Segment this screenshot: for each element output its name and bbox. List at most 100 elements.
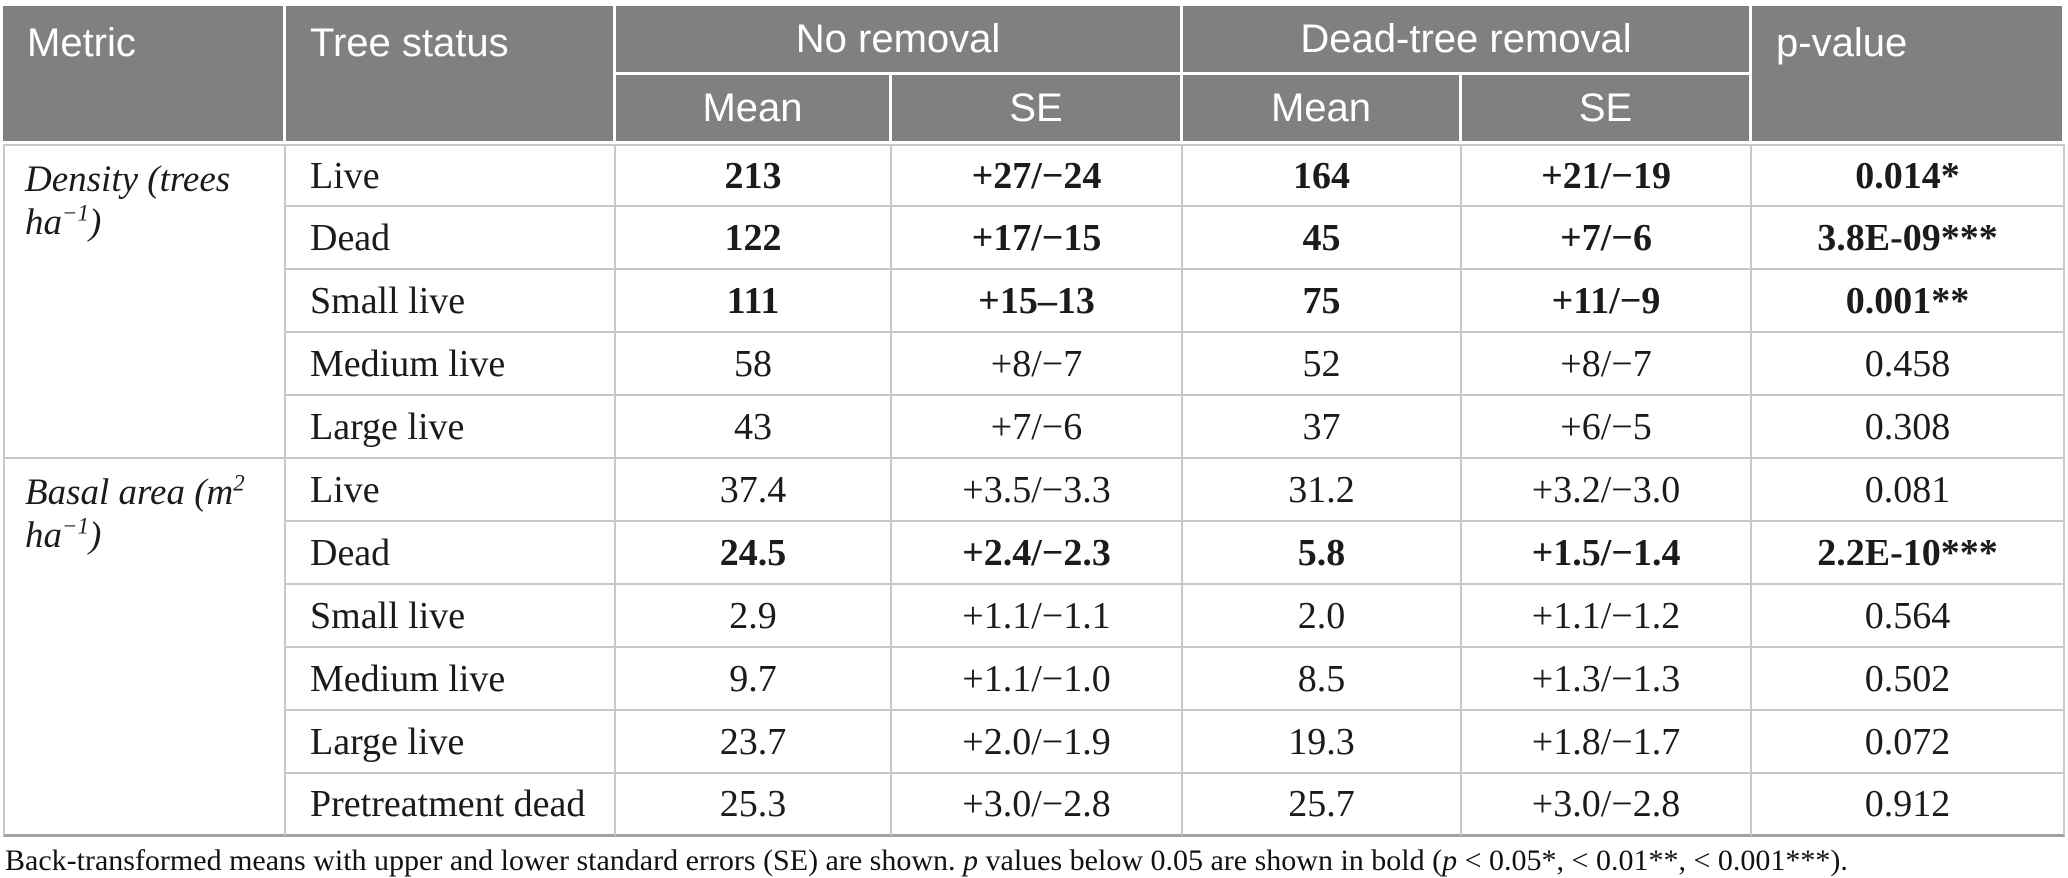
no-removal-mean-cell: 213: [616, 144, 892, 207]
dead-tree-removal-se-cell: +11/−9: [1462, 270, 1753, 333]
footnote-text: Back-transformed means with upper and lo…: [5, 844, 964, 877]
dead-tree-removal-mean-cell: 31.2: [1183, 459, 1463, 522]
table-row: Medium live 9.7 +1.1/−1.0 8.5 +1.3/−1.3 …: [3, 648, 2066, 711]
table-row: Dead 24.5 +2.4/−2.3 5.8 +1.5/−1.4 2.2E-1…: [3, 522, 2066, 585]
col-subheader-no-removal-mean: Mean: [616, 75, 892, 144]
footnote-italic-p: p: [963, 844, 979, 877]
dead-tree-removal-mean-cell: 37: [1183, 396, 1463, 459]
metric-cell-basal-area: Basal area (m2 ha−1): [3, 459, 286, 837]
dead-tree-removal-mean-cell: 75: [1183, 270, 1463, 333]
metric-label-close: ): [88, 202, 102, 243]
table-row: Medium live 58 +8/−7 52 +8/−7 0.458: [3, 333, 2066, 396]
no-removal-se-cell: +17/−15: [892, 207, 1184, 270]
no-removal-mean-cell: 24.5: [616, 522, 892, 585]
table-row: Dead 122 +17/−15 45 +7/−6 3.8E-09***: [3, 207, 2066, 270]
footnote-italic-p: p: [1442, 844, 1458, 877]
dead-tree-removal-mean-cell: 8.5: [1183, 648, 1463, 711]
table-row: Large live 23.7 +2.0/−1.9 19.3 +1.8/−1.7…: [3, 711, 2066, 774]
table-row: Small live 111 +15–13 75 +11/−9 0.001**: [3, 270, 2066, 333]
no-removal-se-cell: +3.5/−3.3: [892, 459, 1184, 522]
dead-tree-removal-se-cell: +1.5/−1.4: [1462, 522, 1753, 585]
dead-tree-removal-mean-cell: 164: [1183, 144, 1463, 207]
col-header-tree-status: Tree status: [286, 6, 616, 144]
dead-tree-removal-mean-cell: 25.7: [1183, 774, 1463, 837]
no-removal-mean-cell: 37.4: [616, 459, 892, 522]
no-removal-se-cell: +8/−7: [892, 333, 1184, 396]
metric-label: Basal area (m: [25, 472, 234, 513]
table-row: Pretreatment dead 25.3 +3.0/−2.8 25.7 +3…: [3, 774, 2066, 837]
metric-label-mid: ha: [25, 515, 62, 556]
col-subheader-no-removal-se: SE: [892, 75, 1184, 144]
tree-status-cell: Medium live: [286, 648, 616, 711]
dead-tree-removal-se-cell: +3.2/−3.0: [1462, 459, 1753, 522]
p-value-cell: 0.001**: [1752, 270, 2066, 333]
no-removal-mean-cell: 25.3: [616, 774, 892, 837]
no-removal-se-cell: +7/−6: [892, 396, 1184, 459]
dead-tree-removal-se-cell: +6/−5: [1462, 396, 1753, 459]
dead-tree-removal-se-cell: +3.0/−2.8: [1462, 774, 1753, 837]
table-row: Small live 2.9 +1.1/−1.1 2.0 +1.1/−1.2 0…: [3, 585, 2066, 648]
table-footnote: Back-transformed means with upper and lo…: [5, 844, 2065, 878]
no-removal-se-cell: +27/−24: [892, 144, 1184, 207]
no-removal-se-cell: +2.0/−1.9: [892, 711, 1184, 774]
no-removal-mean-cell: 23.7: [616, 711, 892, 774]
col-subheader-dead-tree-se: SE: [1462, 75, 1753, 144]
dead-tree-removal-se-cell: +21/−19: [1462, 144, 1753, 207]
table-row: Large live 43 +7/−6 37 +6/−5 0.308: [3, 396, 2066, 459]
tree-status-cell: Small live: [286, 585, 616, 648]
metric-label-close: ): [88, 515, 102, 556]
tree-status-cell: Large live: [286, 711, 616, 774]
dead-tree-removal-mean-cell: 52: [1183, 333, 1463, 396]
col-group-no-removal: No removal: [616, 6, 1184, 75]
tree-status-cell: Live: [286, 144, 616, 207]
no-removal-mean-cell: 111: [616, 270, 892, 333]
superscript: −1: [62, 200, 89, 226]
p-value-cell: 0.081: [1752, 459, 2066, 522]
tree-status-cell: Small live: [286, 270, 616, 333]
p-value-cell: 0.072: [1752, 711, 2066, 774]
p-value-cell: 0.912: [1752, 774, 2066, 837]
footnote-text: values below 0.05 are shown in bold (: [978, 844, 1443, 877]
table-row: Basal area (m2 ha−1) Live 37.4 +3.5/−3.3…: [3, 459, 2066, 837]
no-removal-se-cell: +1.1/−1.0: [892, 648, 1184, 711]
dead-tree-removal-mean-cell: 5.8: [1183, 522, 1463, 585]
col-subheader-dead-tree-mean: Mean: [1183, 75, 1463, 144]
tree-status-cell: Live: [286, 459, 616, 522]
dead-tree-removal-mean-cell: 45: [1183, 207, 1463, 270]
superscript: −1: [62, 513, 89, 539]
col-group-dead-tree-removal: Dead-tree removal: [1183, 6, 1753, 75]
no-removal-mean-cell: 43: [616, 396, 892, 459]
dead-tree-removal-se-cell: +7/−6: [1462, 207, 1753, 270]
footnote-text: < 0.05*, < 0.01**, < 0.001***).: [1457, 844, 1848, 877]
col-header-p-value: p-value: [1752, 6, 2066, 144]
p-value-cell: 0.502: [1752, 648, 2066, 711]
p-value-cell: 0.564: [1752, 585, 2066, 648]
p-value-cell: 2.2E-10***: [1752, 522, 2066, 585]
no-removal-mean-cell: 58: [616, 333, 892, 396]
header-row-groups: Metric Tree status No removal Dead-tree …: [3, 6, 2066, 144]
dead-tree-removal-se-cell: +1.8/−1.7: [1462, 711, 1753, 774]
metric-label: Density (trees ha: [25, 159, 231, 243]
col-header-metric: Metric: [3, 6, 286, 144]
superscript: 2: [233, 470, 245, 496]
dead-tree-removal-se-cell: +1.1/−1.2: [1462, 585, 1753, 648]
dead-tree-removal-se-cell: +8/−7: [1462, 333, 1753, 396]
dead-tree-removal-mean-cell: 19.3: [1183, 711, 1463, 774]
tree-status-cell: Dead: [286, 207, 616, 270]
dead-tree-removal-mean-cell: 2.0: [1183, 585, 1463, 648]
p-value-cell: 3.8E-09***: [1752, 207, 2066, 270]
tree-status-cell: Pretreatment dead: [286, 774, 616, 837]
results-table: Metric Tree status No removal Dead-tree …: [3, 6, 2066, 837]
no-removal-se-cell: +15–13: [892, 270, 1184, 333]
tree-status-cell: Medium live: [286, 333, 616, 396]
dead-tree-removal-se-cell: +1.3/−1.3: [1462, 648, 1753, 711]
p-value-cell: 0.458: [1752, 333, 2066, 396]
no-removal-mean-cell: 2.9: [616, 585, 892, 648]
table-row: Density (trees ha−1) Live 213 +27/−24 16…: [3, 144, 2066, 459]
table-body: Density (trees ha−1) Live 213 +27/−24 16…: [3, 144, 2066, 837]
no-removal-mean-cell: 122: [616, 207, 892, 270]
no-removal-se-cell: +3.0/−2.8: [892, 774, 1184, 837]
no-removal-se-cell: +1.1/−1.1: [892, 585, 1184, 648]
p-value-cell: 0.308: [1752, 396, 2066, 459]
